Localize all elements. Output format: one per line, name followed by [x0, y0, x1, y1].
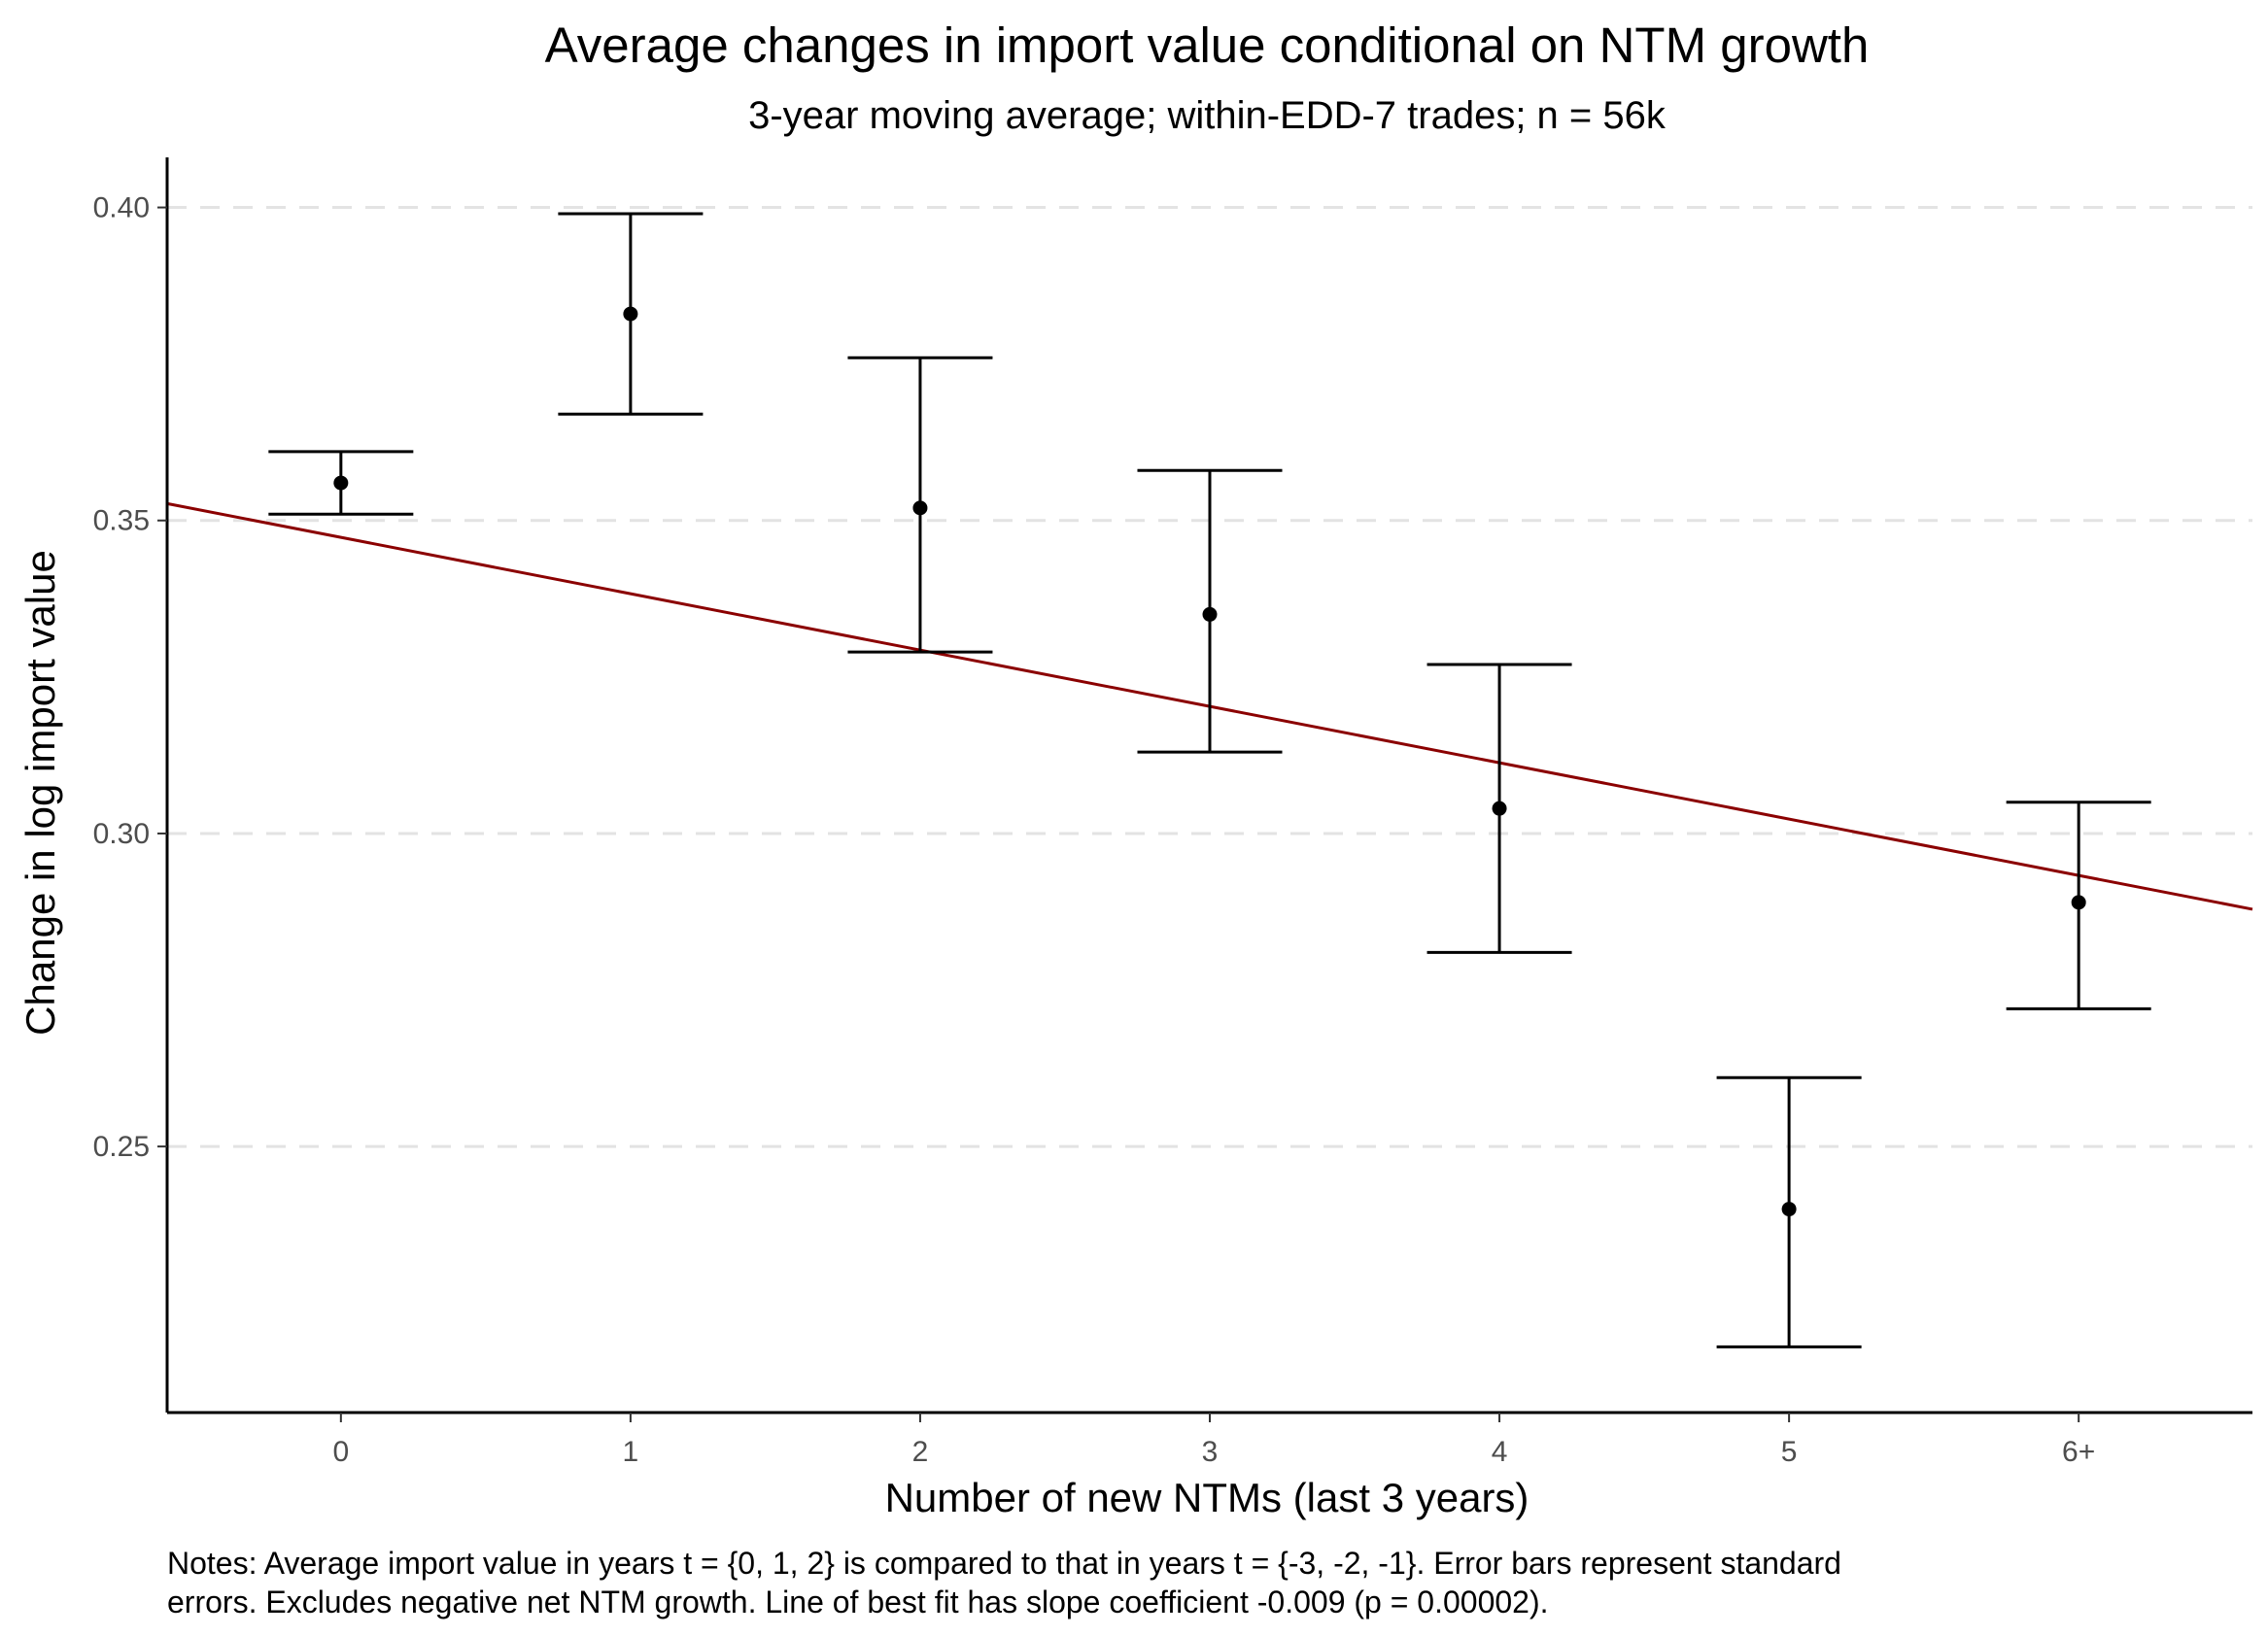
x-tick-label-3: 3 — [1202, 1436, 1219, 1468]
x-tick-label-5: 5 — [1781, 1436, 1798, 1468]
data-point-2 — [912, 500, 928, 516]
x-tick-label-4: 4 — [1492, 1436, 1508, 1468]
y-tick-label-0.25: 0.25 — [93, 1131, 150, 1163]
data-point-6+ — [2071, 895, 2086, 910]
chart-note-line-2: errors. Excludes negative net NTM growth… — [167, 1585, 1549, 1619]
x-tick-label-0: 0 — [332, 1436, 349, 1468]
chart-note-line-1: Notes: Average import value in years t =… — [167, 1546, 1841, 1581]
data-point-4 — [1492, 801, 1507, 816]
data-point-3 — [1202, 606, 1218, 622]
chart-subtitle: 3-year moving average; within-EDD-7 trad… — [748, 94, 1667, 137]
x-axis-ticks: 0 1 2 3 4 5 6+ — [332, 1413, 2095, 1468]
y-axis-title: Change in log import value — [17, 550, 63, 1036]
y-tick-label-0.40: 0.40 — [93, 192, 150, 224]
x-tick-label-6+: 6+ — [2062, 1436, 2095, 1468]
chart-title: Average changes in import value conditio… — [545, 17, 1870, 73]
y-tick-label-0.35: 0.35 — [93, 505, 150, 537]
data-points — [333, 306, 2086, 1217]
x-axis-title: Number of new NTMs (last 3 years) — [885, 1475, 1529, 1520]
y-tick-label-0.30: 0.30 — [93, 818, 150, 850]
x-tick-label-1: 1 — [623, 1436, 639, 1468]
data-point-1 — [623, 306, 638, 322]
data-point-0 — [333, 475, 349, 491]
data-point-5 — [1781, 1202, 1797, 1217]
y-axis-ticks: 0.25 0.30 0.35 0.40 — [93, 192, 167, 1163]
x-tick-label-2: 2 — [912, 1436, 929, 1468]
